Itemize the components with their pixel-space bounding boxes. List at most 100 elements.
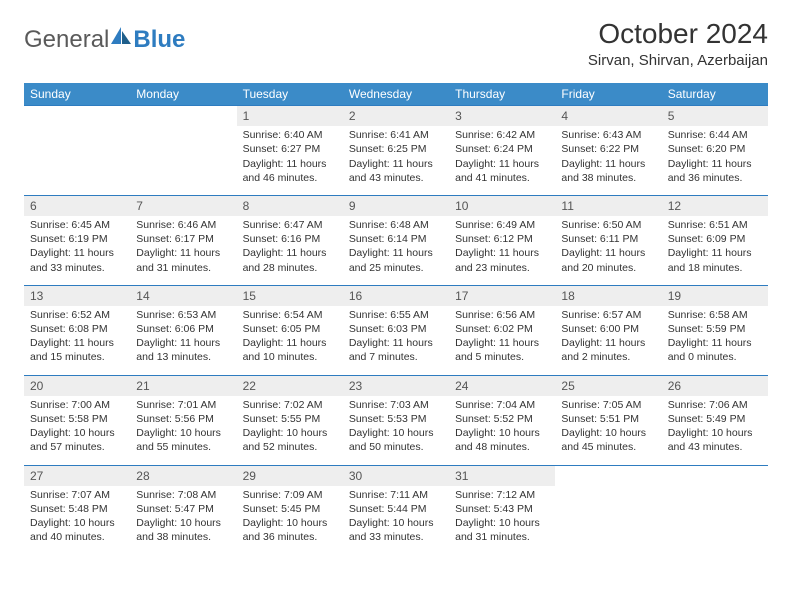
daylight-line2: and 13 minutes. — [136, 350, 230, 364]
daylight-line2: and 23 minutes. — [455, 261, 549, 275]
daylight-line1: Daylight: 11 hours — [561, 246, 655, 260]
daylight-line1: Daylight: 11 hours — [561, 157, 655, 171]
day-number: 5 — [662, 106, 768, 126]
day-number: 25 — [555, 376, 661, 396]
day-number: 14 — [130, 286, 236, 306]
sunset-text: Sunset: 5:59 PM — [668, 322, 762, 336]
sunrise-text: Sunrise: 7:04 AM — [455, 398, 549, 412]
day-number: 28 — [130, 466, 236, 486]
calendar-day-cell: 17Sunrise: 6:56 AMSunset: 6:02 PMDayligh… — [449, 285, 555, 375]
page-title: October 2024 — [588, 18, 768, 50]
header: General Blue October 2024 Sirvan, Shirva… — [24, 18, 768, 73]
sunrise-text: Sunrise: 7:01 AM — [136, 398, 230, 412]
calendar-day-cell: 6Sunrise: 6:45 AMSunset: 6:19 PMDaylight… — [24, 195, 130, 285]
daylight-line1: Daylight: 11 hours — [455, 336, 549, 350]
weekday-header: Thursday — [449, 83, 555, 106]
sunrise-text: Sunrise: 6:48 AM — [349, 218, 443, 232]
daylight-line2: and 38 minutes. — [561, 171, 655, 185]
day-details: Sunrise: 7:11 AMSunset: 5:44 PMDaylight:… — [343, 486, 449, 555]
sunset-text: Sunset: 6:02 PM — [455, 322, 549, 336]
sunrise-text: Sunrise: 7:07 AM — [30, 488, 124, 502]
sunset-text: Sunset: 6:05 PM — [243, 322, 337, 336]
location-label: Sirvan, Shirvan, Azerbaijan — [588, 52, 768, 69]
day-number: 21 — [130, 376, 236, 396]
day-number: 1 — [237, 106, 343, 126]
daylight-line2: and 50 minutes. — [349, 440, 443, 454]
daylight-line2: and 28 minutes. — [243, 261, 337, 275]
calendar-day-cell: 25 Sunrise: 7:05 AMSunset: 5:51 PMDayligh… — [555, 375, 661, 465]
calendar-day-cell: 8Sunrise: 6:47 AMSunset: 6:16 PMDaylight… — [237, 195, 343, 285]
calendar-day-cell: 11Sunrise: 6:50 AMSunset: 6:11 PMDayligh… — [555, 195, 661, 285]
calendar-day-cell: 14Sunrise: 6:53 AMSunset: 6:06 PMDayligh… — [130, 285, 236, 375]
sunrise-text: Sunrise: 6:43 AM — [561, 128, 655, 142]
daylight-line2: and 0 minutes. — [668, 350, 762, 364]
day-details: Sunrise: 6:42 AMSunset: 6:24 PMDaylight:… — [449, 126, 555, 195]
day-number: 3 — [449, 106, 555, 126]
daylight-line2: and 55 minutes. — [136, 440, 230, 454]
day-details: Sunrise: 6:51 AMSunset: 6:09 PMDaylight:… — [662, 216, 768, 285]
calendar-day-cell: 7Sunrise: 6:46 AMSunset: 6:17 PMDaylight… — [130, 195, 236, 285]
calendar-table: SundayMondayTuesdayWednesdayThursdayFrid… — [24, 83, 768, 554]
daylight-line2: and 48 minutes. — [455, 440, 549, 454]
daylight-line2: and 46 minutes. — [243, 171, 337, 185]
day-details: Sunrise: 7:12 AMSunset: 5:43 PMDaylight:… — [449, 486, 555, 555]
weekday-header: Monday — [130, 83, 236, 106]
sunrise-text: Sunrise: 7:11 AM — [349, 488, 443, 502]
daylight-line1: Daylight: 11 hours — [243, 246, 337, 260]
sunset-text: Sunset: 5:48 PM — [30, 502, 124, 516]
calendar-week-row: 1Sunrise: 6:40 AMSunset: 6:27 PMDaylight… — [24, 106, 768, 196]
sunrise-text: Sunrise: 6:54 AM — [243, 308, 337, 322]
sunset-text: Sunset: 6:24 PM — [455, 142, 549, 156]
daylight-line1: Daylight: 11 hours — [349, 157, 443, 171]
sunrise-text: Sunrise: 6:47 AM — [243, 218, 337, 232]
day-number: 11 — [555, 196, 661, 216]
sunrise-text: Sunrise: 7:02 AM — [243, 398, 337, 412]
sunrise-text: Sunrise: 7:05 AM — [561, 398, 655, 412]
day-details: Sunrise: 6:44 AMSunset: 6:20 PMDaylight:… — [662, 126, 768, 195]
calendar-week-row: 13Sunrise: 6:52 AMSunset: 6:08 PMDayligh… — [24, 285, 768, 375]
day-details: Sunrise: 6:40 AMSunset: 6:27 PMDaylight:… — [237, 126, 343, 195]
calendar-day-cell: 30Sunrise: 7:11 AMSunset: 5:44 PMDayligh… — [343, 465, 449, 554]
sunset-text: Sunset: 6:09 PM — [668, 232, 762, 246]
day-number: 27 — [24, 466, 130, 486]
sunset-text: Sunset: 5:47 PM — [136, 502, 230, 516]
day-number: 24 — [449, 376, 555, 396]
weekday-header: Saturday — [662, 83, 768, 106]
daylight-line2: and 20 minutes. — [561, 261, 655, 275]
day-details: Sunrise: 7:04 AMSunset: 5:52 PMDaylight:… — [449, 396, 555, 465]
daylight-line2: and 33 minutes. — [349, 530, 443, 544]
sunrise-text: Sunrise: 7:08 AM — [136, 488, 230, 502]
daylight-line2: and 33 minutes. — [30, 261, 124, 275]
sunrise-text: Sunrise: 6:49 AM — [455, 218, 549, 232]
daylight-line1: Daylight: 11 hours — [668, 336, 762, 350]
daylight-line1: Daylight: 10 hours — [668, 426, 762, 440]
daylight-line1: Daylight: 11 hours — [455, 246, 549, 260]
day-number: 19 — [662, 286, 768, 306]
day-details: Sunrise: 6:43 AMSunset: 6:22 PMDaylight:… — [555, 126, 661, 195]
daylight-line1: Daylight: 11 hours — [243, 157, 337, 171]
calendar-day-cell: 4Sunrise: 6:43 AMSunset: 6:22 PMDaylight… — [555, 106, 661, 196]
day-number: 29 — [237, 466, 343, 486]
day-number: 8 — [237, 196, 343, 216]
daylight-line1: Daylight: 10 hours — [243, 426, 337, 440]
calendar-day-cell: 24Sunrise: 7:04 AMSunset: 5:52 PMDayligh… — [449, 375, 555, 465]
day-details: Sunrise: 7:09 AMSunset: 5:45 PMDaylight:… — [237, 486, 343, 555]
calendar-day-cell: 21Sunrise: 7:01 AMSunset: 5:56 PMDayligh… — [130, 375, 236, 465]
calendar-body: 1Sunrise: 6:40 AMSunset: 6:27 PMDaylight… — [24, 106, 768, 555]
daylight-line1: Daylight: 11 hours — [455, 157, 549, 171]
sunrise-text: Sunrise: 7:00 AM — [30, 398, 124, 412]
daylight-line1: Daylight: 10 hours — [455, 426, 549, 440]
brand-logo: General Blue — [24, 18, 185, 54]
calendar-day-cell: 29Sunrise: 7:09 AMSunset: 5:45 PMDayligh… — [237, 465, 343, 554]
day-number: 12 — [662, 196, 768, 216]
daylight-line2: and 41 minutes. — [455, 171, 549, 185]
daylight-line1: Daylight: 10 hours — [136, 426, 230, 440]
day-details: Sunrise: 6:45 AMSunset: 6:19 PMDaylight:… — [24, 216, 130, 285]
sunset-text: Sunset: 6:12 PM — [455, 232, 549, 246]
sunset-text: Sunset: 5:53 PM — [349, 412, 443, 426]
sunrise-text: Sunrise: 7:03 AM — [349, 398, 443, 412]
sunset-text: Sunset: 5:51 PM — [561, 412, 655, 426]
daylight-line1: Daylight: 10 hours — [561, 426, 655, 440]
daylight-line2: and 45 minutes. — [561, 440, 655, 454]
daylight-line1: Daylight: 10 hours — [30, 516, 124, 530]
